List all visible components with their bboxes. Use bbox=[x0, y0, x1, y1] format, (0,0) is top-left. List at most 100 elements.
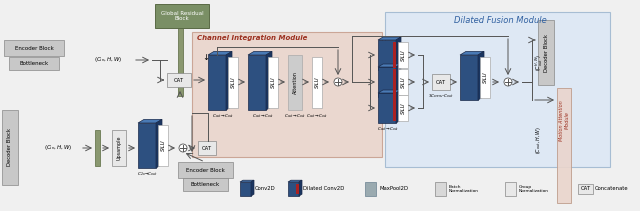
Polygon shape bbox=[378, 90, 401, 93]
Bar bbox=[158, 125, 168, 166]
Bar bbox=[432, 74, 450, 90]
Bar bbox=[268, 57, 278, 108]
Text: Dilated Fusion Module: Dilated Fusion Module bbox=[454, 16, 547, 25]
Polygon shape bbox=[138, 123, 156, 168]
Bar bbox=[435, 182, 446, 196]
Bar bbox=[228, 57, 238, 108]
Text: CAT: CAT bbox=[202, 146, 212, 150]
Text: CAT: CAT bbox=[580, 187, 591, 192]
Polygon shape bbox=[393, 95, 396, 121]
Text: $C_{out}\!\rightarrow\!C_{out}$: $C_{out}\!\rightarrow\!C_{out}$ bbox=[306, 112, 328, 120]
Text: Bottleneck: Bottleneck bbox=[19, 61, 49, 66]
Bar bbox=[9, 57, 59, 70]
Text: $\downarrow$: $\downarrow$ bbox=[200, 52, 209, 62]
Polygon shape bbox=[378, 67, 396, 97]
Polygon shape bbox=[396, 37, 401, 70]
Text: Encoder Block: Encoder Block bbox=[15, 46, 53, 50]
Text: SiLU: SiLU bbox=[271, 77, 275, 88]
Bar bbox=[4, 40, 64, 56]
Text: $C_{out}\!\rightarrow\!C_{out}$: $C_{out}\!\rightarrow\!C_{out}$ bbox=[212, 112, 234, 120]
Circle shape bbox=[334, 78, 342, 86]
Bar bbox=[505, 182, 516, 196]
Bar bbox=[192, 32, 382, 157]
Text: Group
Normalization: Group Normalization bbox=[519, 185, 549, 193]
Polygon shape bbox=[393, 42, 396, 68]
Polygon shape bbox=[240, 182, 251, 196]
Text: Decoder Block: Decoder Block bbox=[543, 34, 548, 72]
Text: $C_{out}\!\rightarrow\!C_{out}$: $C_{out}\!\rightarrow\!C_{out}$ bbox=[252, 112, 274, 120]
Text: CAT: CAT bbox=[436, 80, 446, 84]
Text: Global Residual
Block: Global Residual Block bbox=[161, 11, 204, 21]
Text: Upsample: Upsample bbox=[116, 136, 122, 160]
Polygon shape bbox=[396, 90, 401, 123]
Polygon shape bbox=[460, 51, 484, 55]
Bar bbox=[538, 20, 554, 85]
Text: MaxPool2D: MaxPool2D bbox=[379, 187, 408, 192]
Polygon shape bbox=[240, 180, 254, 182]
Polygon shape bbox=[296, 184, 299, 194]
Bar bbox=[480, 57, 490, 98]
Text: $C_{out}\!\rightarrow\!C_{out}$: $C_{out}\!\rightarrow\!C_{out}$ bbox=[284, 112, 306, 120]
Text: SiLU: SiLU bbox=[314, 77, 319, 88]
Polygon shape bbox=[460, 55, 478, 100]
Bar bbox=[398, 42, 408, 68]
Bar bbox=[167, 73, 191, 87]
Polygon shape bbox=[288, 180, 302, 182]
Bar bbox=[198, 141, 216, 155]
Polygon shape bbox=[248, 51, 272, 55]
Polygon shape bbox=[393, 69, 396, 95]
Bar bbox=[95, 130, 100, 166]
Text: Attention: Attention bbox=[292, 71, 298, 94]
Polygon shape bbox=[378, 64, 401, 67]
Text: Channel Integration Module: Channel Integration Module bbox=[197, 35, 307, 41]
Bar bbox=[183, 178, 228, 191]
Text: Concatenate: Concatenate bbox=[595, 187, 628, 192]
Polygon shape bbox=[208, 55, 226, 110]
Polygon shape bbox=[396, 64, 401, 97]
Text: Decoder Block: Decoder Block bbox=[8, 128, 13, 166]
Bar bbox=[112, 130, 126, 166]
Text: Encoder Block: Encoder Block bbox=[186, 168, 225, 173]
Polygon shape bbox=[248, 55, 266, 110]
Bar bbox=[178, 28, 183, 96]
Polygon shape bbox=[266, 51, 272, 110]
Text: $3Conv\!\cdot\!C_{out}$: $3Conv\!\cdot\!C_{out}$ bbox=[428, 92, 454, 100]
Bar bbox=[398, 69, 408, 95]
Polygon shape bbox=[226, 51, 232, 110]
Bar bbox=[178, 162, 233, 178]
Text: SiLU: SiLU bbox=[401, 102, 406, 114]
Circle shape bbox=[179, 144, 187, 152]
Polygon shape bbox=[156, 119, 162, 168]
Text: SiLU: SiLU bbox=[230, 77, 236, 88]
Bar bbox=[557, 88, 571, 203]
Polygon shape bbox=[478, 51, 484, 100]
Text: $(C_{out}^{H,W})$: $(C_{out}^{H,W})$ bbox=[534, 54, 545, 72]
Text: SiLU: SiLU bbox=[483, 72, 488, 83]
Text: Motion Attention
Module: Motion Attention Module bbox=[559, 100, 570, 141]
Text: $(C_{in}, H, W)$: $(C_{in}, H, W)$ bbox=[93, 55, 122, 65]
Polygon shape bbox=[378, 40, 396, 70]
Bar bbox=[155, 4, 209, 28]
Bar bbox=[288, 55, 302, 110]
Bar bbox=[365, 182, 376, 196]
Polygon shape bbox=[299, 180, 302, 196]
Text: SiLU: SiLU bbox=[401, 49, 406, 61]
Bar bbox=[398, 95, 408, 121]
Text: SiLU: SiLU bbox=[401, 76, 406, 88]
Text: $C_{out}\!\rightarrow\!C_{out}$: $C_{out}\!\rightarrow\!C_{out}$ bbox=[377, 125, 399, 133]
Text: Conv2D: Conv2D bbox=[255, 187, 276, 192]
Circle shape bbox=[504, 78, 512, 86]
Bar bbox=[312, 57, 322, 108]
Polygon shape bbox=[378, 37, 401, 40]
Bar bbox=[385, 12, 610, 167]
Polygon shape bbox=[378, 93, 396, 123]
Text: $C_{2x}\!\rightarrow\!C_{out}$: $C_{2x}\!\rightarrow\!C_{out}$ bbox=[138, 170, 159, 178]
Text: Bottleneck: Bottleneck bbox=[191, 182, 220, 187]
Text: Batch
Normalization: Batch Normalization bbox=[449, 185, 479, 193]
Text: CAT: CAT bbox=[174, 77, 184, 83]
Bar bbox=[2, 110, 18, 185]
Polygon shape bbox=[138, 119, 162, 123]
Text: Dilated Conv2D: Dilated Conv2D bbox=[303, 187, 344, 192]
Bar bbox=[578, 184, 593, 194]
Polygon shape bbox=[251, 180, 254, 196]
